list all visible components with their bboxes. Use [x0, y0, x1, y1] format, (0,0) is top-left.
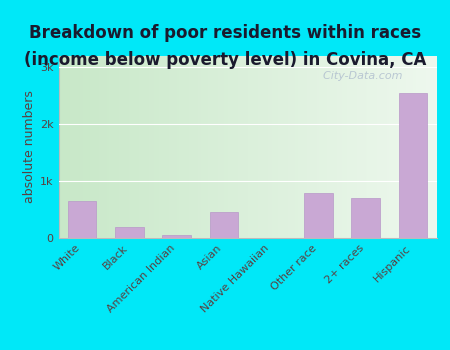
Text: City-Data.com: City-Data.com [315, 71, 402, 80]
Text: (income below poverty level) in Covina, CA: (income below poverty level) in Covina, … [24, 51, 426, 69]
Bar [210, 212, 238, 238]
Text: Breakdown of poor residents within races: Breakdown of poor residents within races [29, 25, 421, 42]
Bar [399, 93, 427, 238]
Bar [115, 227, 144, 238]
Bar [351, 198, 380, 238]
Bar [304, 193, 333, 238]
Y-axis label: absolute numbers: absolute numbers [23, 91, 36, 203]
Bar [162, 234, 191, 238]
Bar [68, 201, 96, 238]
